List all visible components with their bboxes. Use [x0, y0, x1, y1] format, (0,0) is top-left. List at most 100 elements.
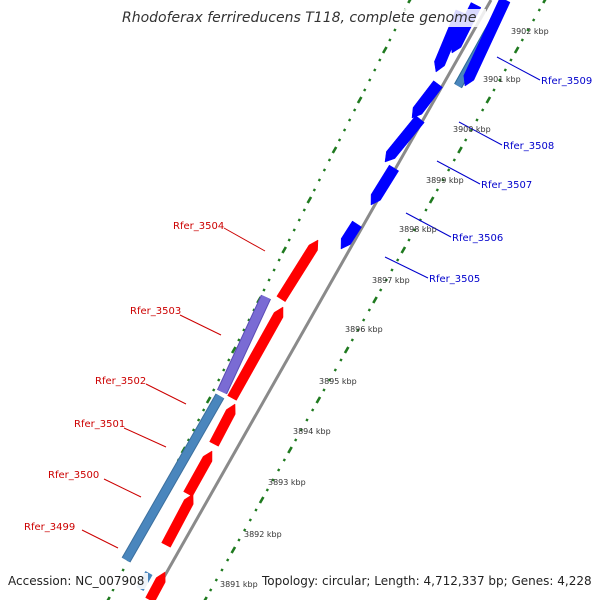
inner-ring-dot [441, 178, 445, 182]
tick-label: 3893 kbp [268, 478, 306, 487]
tick-label: 3900 kbp [453, 125, 491, 134]
inner-ring-dot [407, 238, 411, 242]
leader-line [405, 212, 452, 238]
gene-label-rfer-3506: Rfer_3506 [452, 233, 503, 244]
gene-label-rfer-3508: Rfer_3508 [503, 141, 554, 152]
forward-gene-arrow [276, 239, 319, 303]
tick-label: 3895 kbp [319, 377, 357, 386]
gene-label-rfer-3500: Rfer_3500 [48, 470, 99, 481]
reverse-genes [340, 0, 511, 250]
inner-ring-dot [220, 568, 224, 572]
gene-label-rfer-3502: Rfer_3502 [95, 376, 146, 387]
tick-label: 3899 kbp [426, 176, 464, 185]
outer-ring-dot [212, 388, 216, 392]
inner-ring-dot [481, 108, 485, 112]
outer-ring-dot [227, 358, 231, 362]
inner-ring-dot [203, 596, 208, 600]
inner-ring-dot [315, 396, 322, 404]
tick-label: 3891 kbp [220, 580, 258, 589]
outer-ring-dot [287, 238, 291, 242]
inner-ring-dot [503, 68, 507, 72]
leader-line [179, 314, 222, 336]
inner-ring-dot [271, 478, 275, 482]
inner-ring-dot [230, 546, 237, 554]
tick-label: 3892 kbp [244, 530, 282, 539]
leader-line [496, 56, 541, 81]
inner-ring-dot [243, 528, 247, 532]
reverse-gene-arrow [370, 164, 400, 206]
leader-line [223, 227, 266, 252]
forward-gene-arrow [145, 571, 166, 600]
outer-ring-dot [312, 188, 317, 192]
inner-ring-dot [447, 168, 451, 172]
outer-ring-dot [111, 588, 115, 592]
inner-ring-dot [379, 288, 383, 292]
tick-label: 3901 kbp [483, 75, 521, 84]
inner-ring-dot [254, 508, 258, 512]
outer-ring-dot [222, 368, 226, 372]
inner-dotted-ring [203, 0, 547, 600]
outer-ring-dot [281, 246, 288, 254]
accession-text: Accession: NC_007908 [4, 573, 149, 589]
outer-ring-dot [277, 258, 281, 262]
outer-ring-dot [407, 0, 412, 4]
genome-summary-text: Topology: circular; Length: 4,712,337 bp… [258, 573, 596, 589]
inner-ring-dot [322, 388, 326, 392]
forward-genes [145, 239, 319, 600]
outer-ring-dot [191, 428, 196, 432]
outer-ring-dot [205, 396, 212, 404]
forward-gene-arrow [161, 493, 194, 548]
inner-ring-dot [390, 268, 394, 272]
inner-ring-dot [328, 378, 332, 382]
outer-ring-dot [342, 128, 347, 132]
tick-label: 3894 kbp [293, 427, 331, 436]
outer-ring-dot [230, 346, 237, 354]
outer-ring-dot [217, 378, 221, 382]
inner-ring-dot [457, 146, 463, 154]
inner-ring-dot [294, 438, 298, 442]
inner-ring-dot [258, 496, 265, 504]
inner-ring-dot [362, 318, 366, 322]
inner-ring-dot [214, 578, 218, 582]
inner-ring-dot [424, 208, 428, 212]
leader-line [81, 529, 119, 549]
inner-ring-dot [413, 228, 417, 232]
cds-bar-fill [122, 394, 224, 562]
outer-ring-dot [106, 596, 111, 600]
inner-ring-dot [498, 78, 502, 82]
outer-ring-dot [356, 96, 363, 104]
outer-ring-dot [247, 318, 251, 322]
outer-ring-dot [331, 146, 338, 154]
map-title: Rhodoferax ferrireducens T118, complete … [118, 9, 486, 27]
gene-label-rfer-3507: Rfer_3507 [481, 180, 532, 191]
inner-ring-dot [537, 8, 541, 12]
outer-ring-dot [381, 46, 388, 54]
outer-ring-dot [242, 328, 246, 332]
leader-line [458, 121, 503, 146]
forward-gene-arrow [183, 450, 213, 497]
outer-ring-dot [373, 68, 377, 72]
inner-ring-dot [464, 138, 468, 142]
leader-line [123, 427, 167, 448]
outer-ring-dot [186, 438, 191, 442]
inner-ring-dot [509, 58, 513, 62]
inner-ring-dot [485, 96, 492, 104]
inner-ring-dot [372, 296, 378, 304]
inner-ring-dot [520, 38, 524, 42]
inner-ring-dot [532, 18, 536, 22]
inner-ring-dot [333, 368, 337, 372]
gene-label-rfer-3505: Rfer_3505 [429, 274, 480, 285]
outer-ring-dot [267, 278, 271, 282]
reverse-gene-arrow [411, 80, 443, 119]
inner-ring-dot [339, 358, 343, 362]
cds-bar-fill [217, 295, 271, 394]
inner-ring-dot [542, 0, 547, 4]
leader-line [145, 383, 187, 405]
inner-ring-dot [492, 88, 496, 92]
reverse-gene-arrow [340, 220, 362, 250]
outer-ring-dot [368, 78, 372, 82]
gene-label-rfer-3504: Rfer_3504 [173, 221, 224, 232]
inner-ring-dot [435, 188, 439, 192]
outer-ring-dot [306, 196, 313, 204]
outer-ring-dot [327, 158, 332, 162]
